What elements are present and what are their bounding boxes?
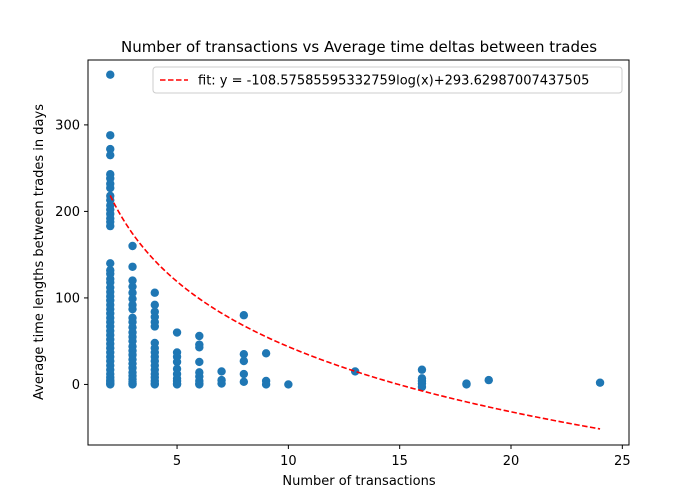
scatter-point-46	[106, 380, 115, 389]
scatter-point-115	[239, 356, 249, 366]
y-tick-label-200: 200	[55, 205, 80, 220]
fit-line	[109, 195, 601, 430]
y-tick-label-100: 100	[55, 291, 80, 306]
scatter-point-117	[239, 377, 249, 387]
scatter-point-110	[217, 367, 226, 376]
scatter-point-7	[106, 183, 115, 193]
scatter-point-129	[462, 380, 471, 389]
y-tick-label-0: 0	[72, 378, 80, 393]
x-tick-label-15: 15	[391, 454, 408, 469]
scatter-point-3	[106, 150, 115, 160]
scatter-point-47	[128, 241, 137, 251]
scatter-point-90	[150, 380, 159, 389]
scatter-point-103	[195, 343, 204, 352]
y-axis-label: Average time lengths between trades in d…	[32, 104, 47, 400]
scatter-point-113	[239, 311, 249, 320]
scatter-point-52	[128, 294, 137, 303]
scatter-point-109	[195, 380, 204, 389]
scatter-point-1	[106, 131, 115, 140]
x-axis-label: Number of transactions	[282, 474, 435, 489]
scatter-point-72	[128, 380, 137, 389]
legend-frame	[152, 66, 623, 94]
legend-fit-label: fit: y = -108.57585595332759log(x)+293.6…	[198, 74, 589, 89]
scatter-point-51	[128, 288, 137, 297]
scatter-point-0	[106, 70, 115, 79]
plot-frame	[87, 59, 630, 446]
x-axis: 5 10 15 20 25	[173, 445, 631, 469]
scatter-point-73	[150, 288, 159, 297]
scatter-point-49	[128, 276, 137, 285]
x-tick-label-5: 5	[173, 454, 181, 469]
scatter-point-48	[128, 262, 137, 271]
scatter-point-118	[261, 349, 271, 358]
x-tick-label-20: 20	[503, 454, 520, 469]
scatter-point-114	[239, 349, 249, 359]
scatter-point-131	[595, 378, 605, 387]
x-tick-label-25: 25	[614, 454, 631, 469]
scatter-point-2	[106, 144, 115, 154]
scatter-point-120	[261, 380, 271, 389]
scatter-point-16	[106, 259, 115, 268]
scatter-point-54	[128, 304, 137, 314]
plot-area	[106, 70, 605, 430]
y-tick-label-300: 300	[55, 118, 80, 133]
scatter-point-123	[417, 365, 427, 374]
scatter-point-112	[217, 379, 226, 388]
scatter-point-122	[350, 367, 360, 376]
legend: fit: y = -108.57585595332759log(x)+293.6…	[152, 66, 623, 94]
chart-title: Number of transactions vs Average time d…	[121, 38, 597, 56]
scatter-point-121	[284, 380, 293, 389]
scatter-point-15	[106, 221, 115, 231]
scatter-point-130	[484, 375, 493, 385]
x-tick-label-10: 10	[280, 454, 297, 469]
scatter-point-94	[172, 357, 182, 367]
scatter-point-50	[128, 282, 137, 291]
scatter-point-74	[150, 300, 159, 310]
y-axis: 0 100 200 300	[55, 118, 88, 393]
scatter-point-91	[172, 328, 182, 337]
scatter-point-78	[150, 322, 159, 331]
scatter-point-101	[195, 331, 204, 341]
scatter-point-104	[195, 357, 204, 367]
scatter-point-116	[239, 369, 249, 379]
scatter-point-100	[172, 380, 182, 389]
scatter-point-127	[417, 382, 427, 392]
